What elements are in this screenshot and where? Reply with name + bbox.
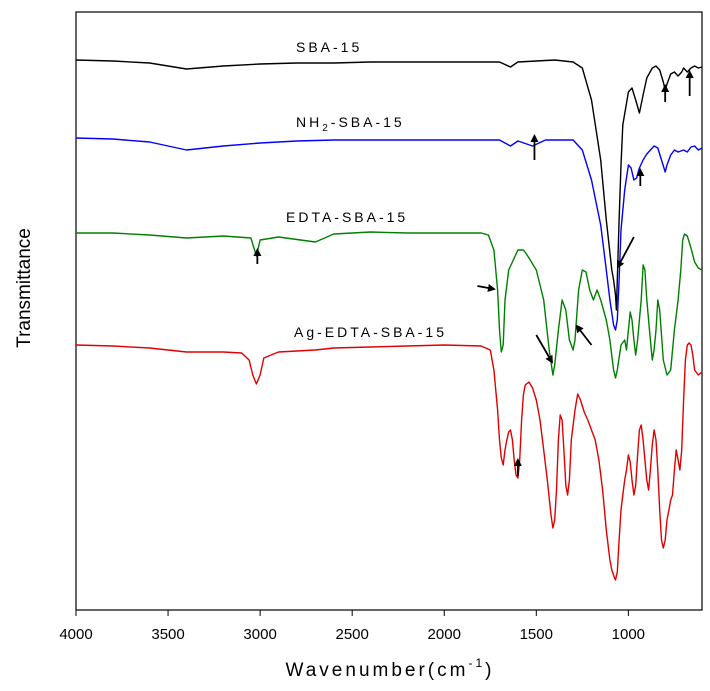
annotation-arrow <box>575 324 593 346</box>
x-axis-ticks: 4000 3500 3000 2500 2000 1500 1000 <box>59 610 645 643</box>
series-lines <box>75 59 703 581</box>
x-tick-label: 1500 <box>520 626 553 643</box>
annotation-arrow <box>616 236 635 269</box>
x-axis-title: Wavenumber(cm-1) <box>286 656 495 681</box>
y-axis-title: Transmittance <box>14 228 35 348</box>
series-label-sba15: SBA-15 <box>296 39 362 55</box>
series-label-edta-sba15: EDTA-SBA-15 <box>286 209 408 225</box>
x-axis-title-sup: -1 <box>468 656 485 670</box>
annotation-arrows <box>253 70 694 476</box>
series-label-nh2-main: NH <box>296 114 322 130</box>
x-tick-label: 3000 <box>243 626 276 643</box>
x-tick-label: 3500 <box>151 626 184 643</box>
series-label-nh2-rest: -SBA-15 <box>331 114 405 130</box>
series-line-nh2-sba-15 <box>75 137 703 331</box>
series-line-ag-edta-sba-15 <box>75 342 703 581</box>
series-label-nh2-sba15: NH2-SBA-15 <box>296 114 405 134</box>
annotation-arrow <box>477 283 496 292</box>
x-tick-label: 1000 <box>612 626 645 643</box>
x-tick-label: 2500 <box>335 626 368 643</box>
series-line-sba-15 <box>75 59 703 311</box>
plot-frame <box>75 11 703 611</box>
x-axis-title-main: Wavenumber(cm <box>286 660 469 681</box>
series-label-ag-edta-sba15: Ag-EDTA-SBA-15 <box>294 324 447 340</box>
series-label-nh2-sub: 2 <box>322 123 331 134</box>
annotation-arrow <box>535 334 553 364</box>
series-line-edta-sba-15 <box>76 231 703 379</box>
x-tick-label: 2000 <box>428 626 461 643</box>
x-tick-label: 4000 <box>59 626 92 643</box>
x-axis-title-suffix: ) <box>485 660 494 681</box>
